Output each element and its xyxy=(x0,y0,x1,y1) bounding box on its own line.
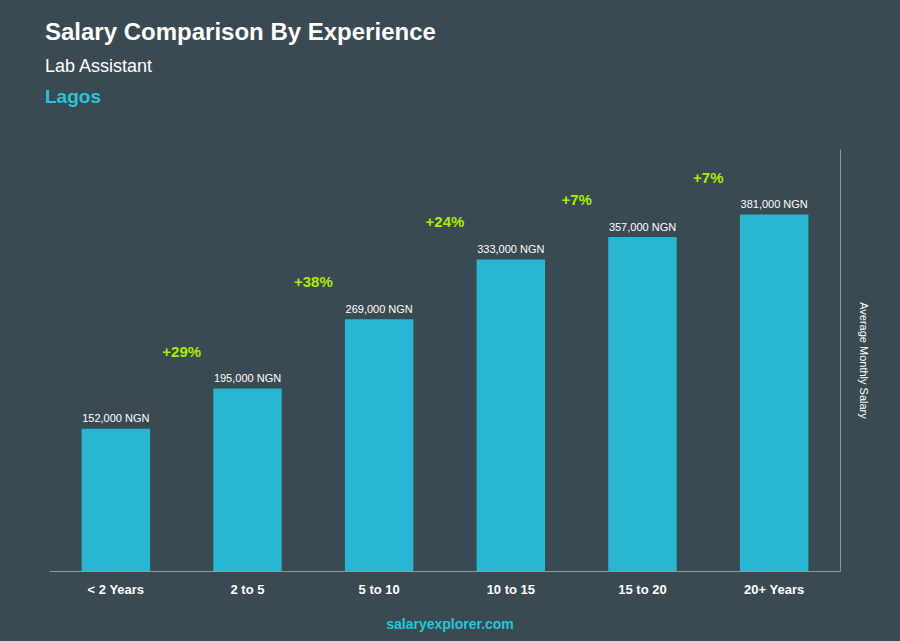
svg-text:152,000 NGN: 152,000 NGN xyxy=(82,412,149,424)
svg-text:2 to 5: 2 to 5 xyxy=(231,582,265,597)
svg-text:357,000 NGN: 357,000 NGN xyxy=(609,221,676,233)
svg-text:15 to 20: 15 to 20 xyxy=(618,582,666,597)
svg-text:+24%: +24% xyxy=(426,213,465,230)
svg-text:Lab Assistant: Lab Assistant xyxy=(45,56,152,76)
svg-text:Average Monthly Salary: Average Monthly Salary xyxy=(858,302,870,419)
svg-text:+29%: +29% xyxy=(162,343,201,360)
svg-text:20+ Years: 20+ Years xyxy=(744,582,804,597)
svg-text:269,000 NGN: 269,000 NGN xyxy=(346,303,413,315)
svg-text:333,000 NGN: 333,000 NGN xyxy=(477,243,544,255)
svg-text:Lagos: Lagos xyxy=(45,86,101,107)
svg-text:5 to 10: 5 to 10 xyxy=(359,582,400,597)
svg-text:salaryexplorer.com: salaryexplorer.com xyxy=(386,616,514,632)
svg-text:195,000 NGN: 195,000 NGN xyxy=(214,372,281,384)
svg-text:< 2 Years: < 2 Years xyxy=(88,582,145,597)
svg-text:381,000 NGN: 381,000 NGN xyxy=(741,198,808,210)
svg-text:+7%: +7% xyxy=(693,169,723,186)
svg-text:10 to 15: 10 to 15 xyxy=(487,582,535,597)
svg-text:+7%: +7% xyxy=(561,191,591,208)
svg-text:+38%: +38% xyxy=(294,273,333,290)
svg-text:Salary Comparison By Experienc: Salary Comparison By Experience xyxy=(45,18,436,45)
